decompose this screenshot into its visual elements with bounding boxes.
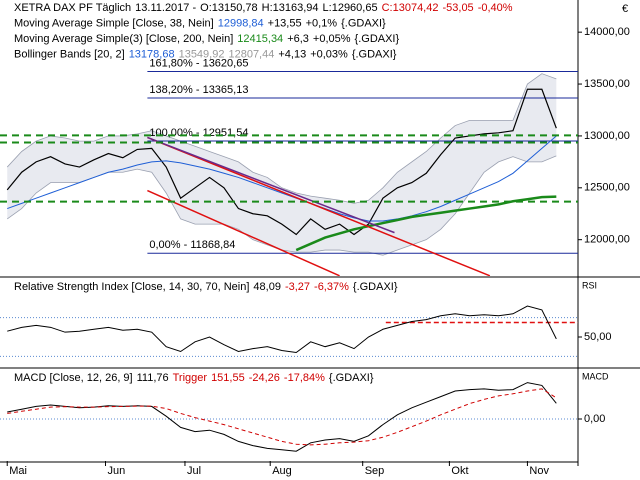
header-item: 12998,84 <box>218 17 264 29</box>
y-tick-label: 13500,00 <box>584 78 630 90</box>
header-item: -24,26 <box>249 372 280 384</box>
header-item: +6,3 <box>287 33 309 45</box>
header-line: XETRA DAX PF Täglich 13.11.2017 - O:13150,… <box>14 2 513 14</box>
currency: € <box>622 3 628 15</box>
header-item: MACD [Close, 12, 26, 9] <box>14 372 133 384</box>
header-line: Bollinger Bands [20, 2] 13178,68 13549,92 1… <box>14 48 397 60</box>
header-item: Relative Strength Index [Close, 14, 30, … <box>14 281 249 293</box>
header-item: 13178,68 <box>129 48 175 60</box>
trend-line <box>147 189 340 276</box>
header-line: Relative Strength Index [Close, 14, 30, … <box>14 281 398 293</box>
header-line: Moving Average Simple [Close, 38, Nein] 1… <box>14 17 386 29</box>
bollinger-fill <box>7 73 557 256</box>
y-tick-label: 12500,00 <box>584 182 630 194</box>
x-tick-label: Nov <box>529 465 549 477</box>
header-item: 48,09 <box>253 281 281 293</box>
header-item: 13549,92 <box>179 48 225 60</box>
header-item: {.GDAXI} <box>329 372 374 384</box>
header-item: Moving Average Simple [Close, 38, Nein] <box>14 17 214 29</box>
series-line <box>7 135 557 222</box>
header-item: Bollinger Bands [20, 2] <box>14 48 125 60</box>
header-item: 13.11.2017 - <box>135 2 196 14</box>
y-tick-label: 13000,00 <box>584 130 630 142</box>
axis-label: RSI <box>582 280 597 290</box>
header-item: -0,40% <box>478 2 513 14</box>
header-item: H:13163,94 <box>262 2 319 14</box>
fib-label: 100,00% - 12951,54 <box>149 127 248 139</box>
y-tick-label: 50,00 <box>584 331 612 343</box>
panel: 161,80% - 13620,65 138,20% - 13365,13 100,… <box>0 57 578 276</box>
header-item: {.GDAXI} <box>341 17 386 29</box>
header-item: L:12960,65 <box>323 2 378 14</box>
series-line <box>6 88 557 236</box>
header-item: Trigger <box>173 372 208 384</box>
header-item: 151,55 <box>211 372 245 384</box>
header-item: -17,84% <box>284 372 325 384</box>
header-item: {.GDAXI} <box>355 33 400 45</box>
axis-label: MACD <box>582 371 609 381</box>
series-line <box>7 388 557 446</box>
series-line <box>7 305 557 353</box>
header-item: {.GDAXI} <box>352 48 397 60</box>
header-item: 111,76 <box>137 372 169 384</box>
header-item: -53,05 <box>442 2 473 14</box>
header-line: MACD [Close, 12, 26, 9] 111,76 Trigger 151,… <box>14 372 374 384</box>
bollinger-upper <box>6 73 557 204</box>
x-tick-label: Mai <box>9 465 27 477</box>
header-item: +0,1% <box>306 17 338 29</box>
header-item: -6,37% <box>314 281 349 293</box>
y-tick-label: 14000,00 <box>584 26 630 38</box>
panel <box>0 382 578 452</box>
y-tick-label: 0,00 <box>584 413 605 425</box>
header-item: {.GDAXI} <box>353 281 398 293</box>
panel <box>0 305 578 357</box>
trend-line <box>147 136 395 234</box>
header-item: +0,03% <box>310 48 348 60</box>
header-item: +13,55 <box>268 17 302 29</box>
trend-line <box>147 136 491 276</box>
header-item: XETRA DAX PF Täglich <box>14 2 131 14</box>
header-item: Moving Average Simple(3) [Close, 200, Ne… <box>14 33 233 45</box>
x-tick-label: Sep <box>365 465 385 477</box>
x-tick-label: Jun <box>107 465 125 477</box>
y-tick-label: 12000,00 <box>584 234 630 246</box>
x-tick-label: Okt <box>451 465 468 477</box>
fib-label: 0,00% - 11868,84 <box>149 239 235 251</box>
header-item: 12415,34 <box>237 33 283 45</box>
series-line <box>295 195 557 252</box>
header-item: 12807,44 <box>228 48 274 60</box>
header-item: O:13150,78 <box>200 2 258 14</box>
header-item: +0,05% <box>313 33 351 45</box>
header-item: C:13074,42 <box>382 2 439 14</box>
header-item: -3,27 <box>285 281 310 293</box>
x-tick-label: Jul <box>187 465 201 477</box>
x-tick-label: Aug <box>272 465 292 477</box>
header-item: +4,13 <box>278 48 306 60</box>
fib-label: 138,20% - 13365,13 <box>149 84 248 96</box>
header-line: Moving Average Simple(3) [Close, 200, Ne… <box>14 33 399 45</box>
fib-label: 161,80% - 13620,65 <box>149 57 248 69</box>
